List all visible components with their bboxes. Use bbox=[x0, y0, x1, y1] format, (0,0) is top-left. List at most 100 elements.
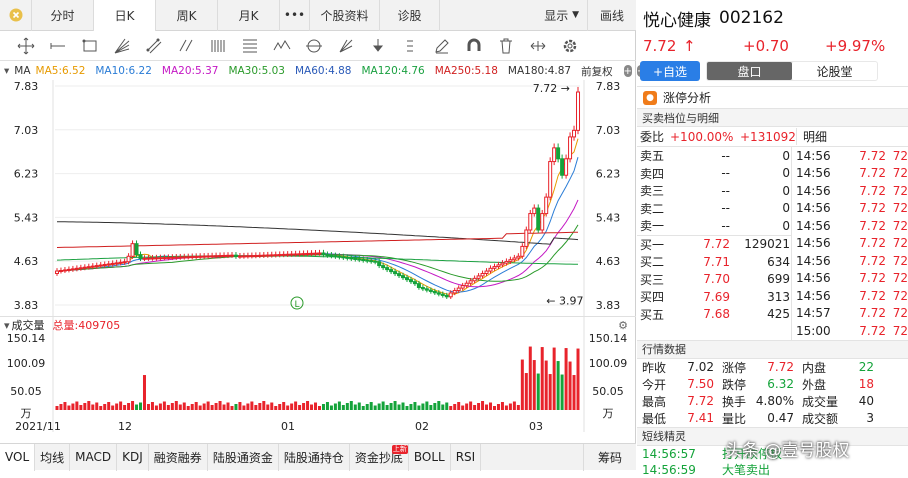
low-price-label: ← 3.97 bbox=[546, 294, 583, 307]
candle bbox=[241, 255, 246, 258]
tick-time: 15:00 bbox=[796, 323, 831, 338]
tick-time: 14:56 bbox=[796, 201, 831, 216]
volume-bar bbox=[572, 375, 576, 410]
limit-analysis-row[interactable]: ● 涨停分析 bbox=[637, 86, 908, 108]
tick-time: 14:56 bbox=[796, 288, 831, 303]
volume-bar bbox=[166, 405, 170, 410]
tick-volume: 72 bbox=[892, 253, 908, 268]
tab-hk-flow[interactable]: 陆股通资金 bbox=[208, 443, 279, 471]
tab-forum[interactable]: 论股堂 bbox=[792, 62, 877, 80]
tab-intraday[interactable]: 分时 bbox=[32, 0, 94, 31]
candle bbox=[237, 255, 242, 258]
tab-stock-profile[interactable]: 个股资料 bbox=[310, 0, 380, 31]
display-dropdown[interactable]: 显示 ▼ bbox=[440, 0, 588, 31]
candle bbox=[146, 257, 151, 260]
volume-bar bbox=[298, 405, 302, 410]
tick-time: 14:56 bbox=[796, 183, 831, 198]
level-label: 买三 bbox=[640, 272, 665, 287]
volume-bar bbox=[457, 402, 461, 410]
cycle-tool[interactable] bbox=[298, 34, 330, 58]
volume-tick-left: 万 bbox=[21, 407, 32, 420]
tab-daily-k[interactable]: 日K bbox=[94, 0, 156, 31]
volume-bar bbox=[401, 402, 405, 410]
drawing-toolbar bbox=[0, 31, 636, 61]
short-line-item[interactable]: 14:56:57 打开跌停板 bbox=[637, 446, 908, 462]
ma120-line bbox=[56, 255, 578, 265]
volume-bar bbox=[445, 402, 449, 410]
candle bbox=[74, 267, 79, 270]
candle bbox=[233, 254, 238, 257]
level-price: 7.71 bbox=[703, 254, 730, 269]
tick-volume: 72 bbox=[892, 166, 908, 181]
crosshair-tool[interactable] bbox=[10, 34, 42, 58]
volume-tick-right: 100.09 bbox=[589, 357, 628, 370]
settings-tool[interactable] bbox=[554, 34, 586, 58]
rect-tool[interactable] bbox=[74, 34, 106, 58]
level-price: 7.70 bbox=[703, 272, 730, 287]
tab-vol[interactable]: VOL bbox=[0, 443, 36, 471]
pen-tool[interactable] bbox=[426, 34, 458, 58]
candle bbox=[373, 260, 378, 263]
tab-bottom-fishing[interactable]: 资金抄底 上新 bbox=[350, 443, 409, 471]
menu-tool[interactable] bbox=[394, 34, 426, 58]
candle bbox=[464, 282, 469, 287]
add-watchlist-button[interactable]: +自选 bbox=[640, 61, 700, 81]
draw-line-button[interactable]: 画线 bbox=[599, 8, 624, 23]
tab-more[interactable]: ••• bbox=[280, 0, 310, 31]
wave-tool[interactable] bbox=[266, 34, 298, 58]
level-price: 7.69 bbox=[703, 289, 730, 304]
arrow-tool[interactable] bbox=[362, 34, 394, 58]
tab-kdj[interactable]: KDJ bbox=[117, 443, 149, 471]
volume-bar bbox=[337, 401, 341, 410]
level-tool[interactable] bbox=[234, 34, 266, 58]
channel-tool[interactable] bbox=[138, 34, 170, 58]
tab-chip[interactable]: 筹码 bbox=[582, 443, 636, 471]
tab-orderbook[interactable]: 盘口 论股堂 bbox=[706, 61, 878, 81]
tab-hk-holding[interactable]: 陆股通持仓 bbox=[279, 443, 350, 471]
tab-margin[interactable]: 融资融券 bbox=[149, 443, 208, 471]
tab-diagnose[interactable]: 诊股 bbox=[380, 0, 440, 31]
volume-tick-left: 50.05 bbox=[10, 385, 42, 398]
orderbook-title: 买卖档位与明细 bbox=[637, 108, 908, 127]
level-volume: 634 bbox=[767, 254, 790, 269]
zoom-tool[interactable] bbox=[522, 34, 554, 58]
volume-dropdown[interactable]: ▾ bbox=[4, 318, 10, 332]
tab-macd[interactable]: MACD bbox=[70, 443, 118, 471]
line-tool[interactable] bbox=[42, 34, 74, 58]
candle bbox=[210, 255, 215, 258]
candle bbox=[341, 256, 346, 259]
candle bbox=[134, 243, 139, 256]
volume-bar bbox=[576, 348, 580, 410]
candle bbox=[58, 270, 63, 273]
adjust-label[interactable]: 前复权 bbox=[581, 65, 613, 78]
candle bbox=[512, 257, 517, 261]
fan-tool[interactable] bbox=[106, 34, 138, 58]
tab-monthly-k[interactable]: 月K bbox=[218, 0, 280, 31]
close-tab-button[interactable] bbox=[0, 0, 32, 31]
tab-ma[interactable]: 均线 bbox=[35, 443, 71, 471]
candle bbox=[369, 260, 374, 263]
candle bbox=[353, 257, 358, 260]
more-icon bbox=[407, 40, 413, 51]
gann-tool[interactable] bbox=[330, 34, 362, 58]
tab-rsi[interactable]: RSI bbox=[451, 443, 482, 471]
tab-boll[interactable]: BOLL bbox=[409, 443, 451, 471]
volume-bar bbox=[473, 405, 477, 410]
tab-weekly-k[interactable]: 周K bbox=[156, 0, 218, 31]
orderbook-row: 买二 7.71 634 bbox=[637, 253, 791, 271]
kline-chart[interactable]: 7.83 7.83 7.03 7.03 6.23 6.23 5.43 5.43 4.63 4.63… bbox=[0, 80, 636, 470]
level-volume: 0 bbox=[782, 218, 790, 233]
ma-dropdown[interactable]: ▾ bbox=[4, 65, 10, 77]
volume-bar bbox=[548, 374, 552, 410]
volume-bar bbox=[568, 361, 572, 410]
zoom-in-icon[interactable]: + bbox=[623, 65, 632, 77]
magnet-tool[interactable] bbox=[458, 34, 490, 58]
volume-bar bbox=[286, 405, 290, 410]
volume-bar bbox=[131, 401, 135, 410]
volume-settings-icon[interactable]: ⚙ bbox=[618, 318, 628, 332]
fib-tool[interactable] bbox=[202, 34, 234, 58]
parallel-tool[interactable] bbox=[170, 34, 202, 58]
quote-data-title: 行情数据 bbox=[637, 339, 908, 359]
delete-tool[interactable] bbox=[490, 34, 522, 58]
volume-tick-left: 150.14 bbox=[7, 332, 46, 345]
